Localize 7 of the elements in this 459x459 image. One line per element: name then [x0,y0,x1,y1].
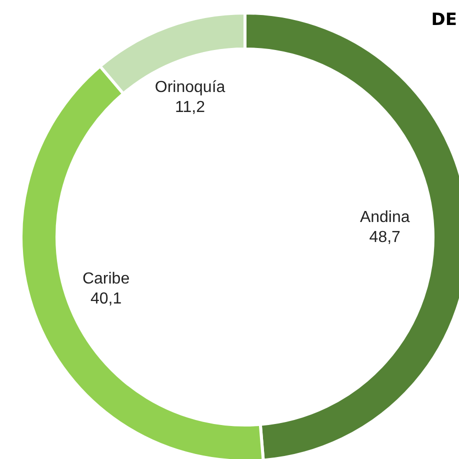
slice-label: Caribe [82,270,130,288]
slice-label: Orinoquía [154,78,226,96]
data-label: 11,2 [175,98,206,116]
slice-label: Andina [360,209,410,226]
data-label: 48,7 [369,229,401,246]
data-label: 40,1 [90,290,122,308]
chart-title: DE [431,10,457,30]
